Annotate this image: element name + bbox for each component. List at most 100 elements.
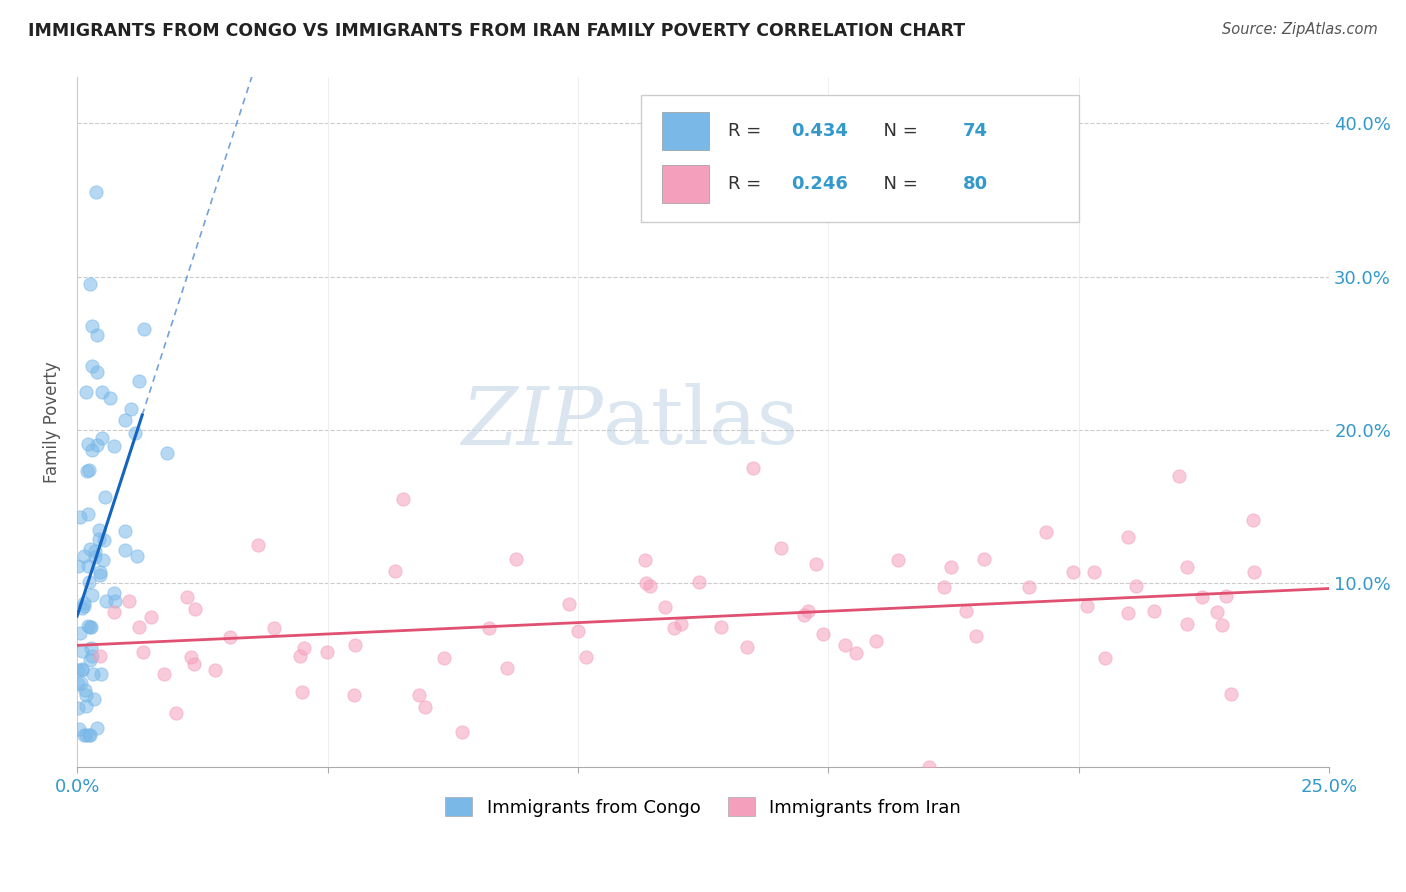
Point bbox=[118, 594, 141, 608]
Point bbox=[1220, 687, 1243, 701]
Point bbox=[865, 634, 887, 648]
Point bbox=[315, 645, 337, 659]
Point bbox=[77, 559, 100, 574]
Point bbox=[183, 657, 205, 672]
Point bbox=[408, 688, 430, 702]
Point bbox=[1116, 607, 1139, 621]
Point bbox=[247, 538, 270, 552]
Point bbox=[413, 699, 436, 714]
Point bbox=[94, 491, 117, 505]
Point bbox=[139, 609, 162, 624]
Point bbox=[67, 701, 90, 715]
Point bbox=[433, 651, 456, 665]
Point bbox=[76, 464, 98, 478]
Point bbox=[114, 412, 136, 426]
Point bbox=[103, 439, 125, 453]
Point bbox=[567, 624, 589, 638]
Point bbox=[1083, 566, 1105, 580]
Point bbox=[104, 593, 127, 607]
Point bbox=[70, 663, 93, 677]
Point bbox=[152, 666, 174, 681]
Point bbox=[67, 663, 90, 677]
Point bbox=[80, 443, 103, 458]
Point bbox=[128, 620, 150, 634]
Point bbox=[79, 728, 101, 742]
Point bbox=[69, 626, 91, 640]
Point bbox=[180, 649, 202, 664]
Point bbox=[1094, 650, 1116, 665]
Point bbox=[96, 593, 118, 607]
Point bbox=[91, 431, 114, 445]
Legend: Immigrants from Congo, Immigrants from Iran: Immigrants from Congo, Immigrants from I… bbox=[439, 790, 969, 824]
Point bbox=[98, 391, 121, 405]
Point bbox=[75, 728, 97, 742]
Point bbox=[793, 608, 815, 623]
Point bbox=[263, 621, 285, 635]
Point bbox=[932, 580, 955, 594]
FancyBboxPatch shape bbox=[662, 112, 710, 150]
Point bbox=[83, 692, 105, 706]
Point bbox=[654, 599, 676, 614]
Text: 80: 80 bbox=[962, 176, 987, 194]
Point bbox=[80, 640, 103, 655]
Point bbox=[77, 728, 100, 742]
Point bbox=[955, 604, 977, 618]
Point bbox=[575, 649, 598, 664]
Point bbox=[1116, 530, 1139, 544]
Point bbox=[86, 721, 108, 735]
Point bbox=[91, 553, 114, 567]
Point bbox=[75, 698, 97, 713]
Point bbox=[89, 649, 111, 664]
Point bbox=[90, 666, 112, 681]
Point bbox=[86, 328, 108, 343]
Point bbox=[742, 461, 765, 475]
Point bbox=[688, 574, 710, 589]
Point bbox=[86, 438, 108, 452]
Point bbox=[77, 507, 100, 521]
Point bbox=[1175, 559, 1198, 574]
FancyBboxPatch shape bbox=[641, 95, 1078, 222]
Point bbox=[292, 640, 315, 655]
Text: ZIP: ZIP bbox=[461, 384, 603, 461]
Point bbox=[87, 532, 110, 546]
Point bbox=[128, 374, 150, 388]
Point bbox=[391, 491, 413, 506]
Point bbox=[797, 604, 820, 618]
Point bbox=[70, 644, 93, 658]
Point bbox=[845, 646, 868, 660]
Point bbox=[343, 638, 366, 652]
Point bbox=[114, 543, 136, 558]
Point bbox=[1243, 565, 1265, 579]
Point bbox=[73, 549, 96, 564]
Point bbox=[505, 552, 527, 566]
Point bbox=[219, 630, 242, 644]
Text: R =: R = bbox=[728, 176, 768, 194]
FancyBboxPatch shape bbox=[662, 165, 710, 203]
Point bbox=[82, 318, 104, 333]
Point bbox=[79, 542, 101, 557]
Point bbox=[82, 359, 104, 373]
Text: N =: N = bbox=[872, 122, 924, 140]
Point bbox=[90, 385, 112, 400]
Point bbox=[72, 601, 94, 615]
Point bbox=[67, 722, 90, 736]
Point bbox=[1168, 469, 1191, 483]
Point bbox=[73, 683, 96, 698]
Point bbox=[127, 549, 149, 563]
Point bbox=[76, 437, 98, 451]
Point bbox=[84, 550, 107, 565]
Point bbox=[834, 638, 856, 652]
Point bbox=[1035, 524, 1057, 539]
Point bbox=[735, 640, 758, 654]
Point bbox=[1241, 513, 1264, 527]
Point bbox=[669, 616, 692, 631]
Point bbox=[288, 648, 311, 663]
Point bbox=[496, 661, 519, 675]
Point bbox=[662, 621, 685, 635]
Point bbox=[75, 384, 97, 399]
Point bbox=[1206, 605, 1229, 619]
Text: R =: R = bbox=[728, 122, 768, 140]
Point bbox=[176, 591, 198, 605]
Point bbox=[636, 576, 658, 591]
Point bbox=[103, 586, 125, 600]
